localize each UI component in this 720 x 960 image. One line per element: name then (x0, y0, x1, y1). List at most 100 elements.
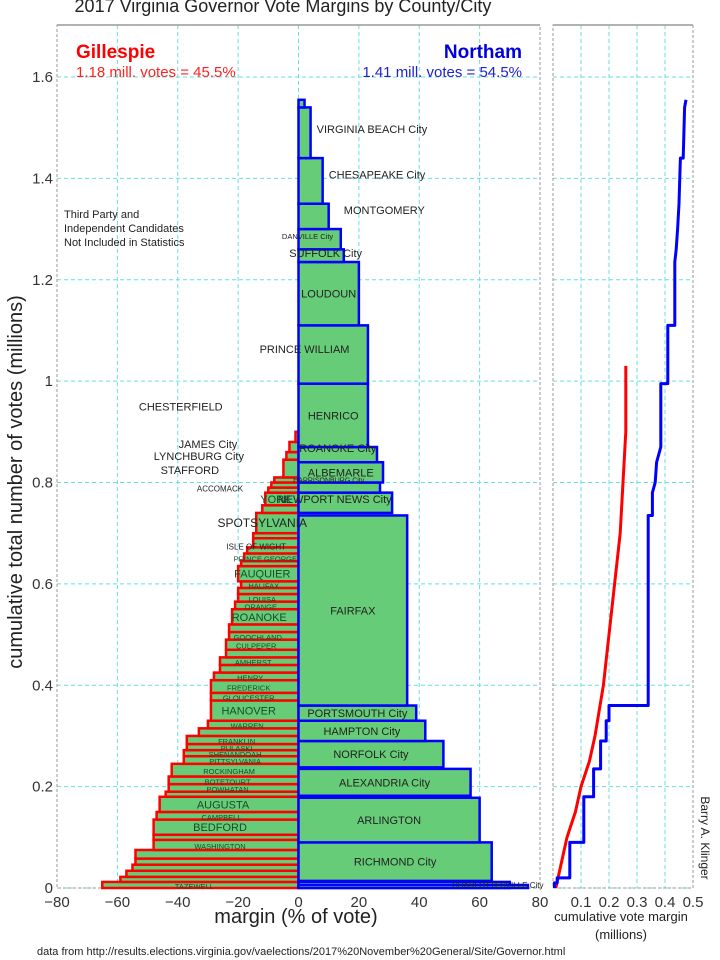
bar-label: LYNCHBURG City (154, 451, 245, 463)
northam-bar (297, 98, 306, 109)
right-x-tick-label: 0.1 (571, 894, 592, 911)
source-text: data from http://results.elections.virgi… (37, 946, 565, 958)
bar-label: FAIRFAX (330, 605, 376, 617)
northam-bar (297, 106, 312, 160)
bar-label: PITTSYLVANIA (209, 757, 261, 766)
bar-label: HANOVER (221, 706, 275, 718)
bar-label: POWHATAN (206, 785, 248, 794)
right-x-tick-label: 0.3 (627, 894, 648, 911)
x-tick-label: 0 (294, 894, 302, 911)
chart-title: 2017 Virginia Governor Vote Margins by C… (75, 0, 492, 16)
bar-label: HAMPTON City (323, 726, 400, 738)
legend-gillespie-name: Gillespie (76, 42, 155, 63)
y-tick-label: 0.8 (32, 475, 53, 492)
y-tick-label: 1.6 (32, 69, 53, 86)
bar-label: PORTSMOUTH City (307, 708, 408, 720)
bar-label: HALIFAX (248, 582, 279, 591)
bar-label: ROANOKE (232, 612, 287, 624)
gillespie-bar (282, 458, 300, 479)
y-tick-label: 0.2 (32, 779, 53, 796)
bar-label: LOUISA (249, 595, 277, 604)
bar-label: WARREN (231, 722, 264, 731)
annotation-line-3: Not Included in Statistics (64, 237, 185, 249)
bar-label: CHESAPEAKE City (329, 169, 426, 181)
y-tick-label: 0 (45, 880, 53, 897)
right-x-axis-label-1: cumulative vote margin (554, 909, 688, 924)
y-tick-label: 1.4 (32, 170, 53, 187)
x-axis-label: margin (% of vote) (214, 906, 377, 928)
x-tick-label: 80 (532, 894, 549, 911)
northam-bar (297, 260, 361, 327)
y-tick-label: 0.4 (32, 677, 53, 694)
bar-label: AUGUSTA (197, 799, 250, 811)
x-tick-label: 60 (471, 894, 488, 911)
y-tick-label: 1 (45, 373, 53, 390)
northam-bar (297, 841, 493, 883)
bar-label: WASHINGTON (194, 842, 245, 851)
bar-label: ISLE OF WIGHT (226, 542, 286, 551)
annotation-line-1: Third Party and (64, 209, 139, 221)
bar-label: ROCKINGHAM (203, 767, 255, 776)
bar-label: FREDERICK (227, 684, 270, 693)
bar-label: NEWPORT NEWS City (278, 494, 392, 506)
bar-label: HARRISONBURG City (293, 478, 365, 485)
gillespie-bar (288, 440, 300, 454)
bar-label: CHARLOTTESVILLE City (452, 881, 544, 890)
northam-bar (297, 514, 409, 707)
legend-northam-summary: 1.41 mill. votes = 54.5% (362, 64, 522, 81)
northam-bar (297, 767, 472, 797)
right-ticks: 0.1 0.2 0.3 0.4 0.5 (571, 894, 704, 911)
bar-label: CULPEPER (236, 642, 277, 651)
bar-label: DANVILLE City (282, 232, 334, 241)
northam-bars (297, 98, 530, 890)
bar-label: HENRICO (308, 410, 359, 422)
gillespie-bar (134, 848, 300, 860)
northam-bar (297, 202, 330, 231)
legend-northam-name: Northam (444, 42, 522, 63)
bar-label: ALEXANDRIA City (339, 777, 431, 789)
annotation-line-2: Independent Candidates (64, 223, 184, 235)
northam-bar (297, 883, 530, 890)
northam-bar (297, 156, 324, 205)
cumulative-line-northam (552, 99, 688, 888)
x-tick-label: 20 (351, 894, 368, 911)
right-x-tick-label: 0.4 (655, 894, 676, 911)
right-x-tick-label: 0.2 (599, 894, 620, 911)
bar-label: AMHERST (235, 658, 272, 667)
right-grid (552, 24, 694, 889)
bar-label: ACCOMACK (197, 485, 244, 494)
bar-label: STAFFORD (161, 465, 220, 477)
x-tick-label: −60 (105, 894, 130, 911)
bar-label: PRINCE WILLIAM (260, 344, 350, 356)
bar-label: SHENANDOAH (209, 750, 262, 759)
bar-label: BOTETOURT (205, 777, 251, 786)
bar-label: CAMPBELL (202, 813, 242, 822)
bar-label: ORANGE (245, 602, 278, 611)
right-x-tick-label: 0.5 (683, 894, 704, 911)
bar-label: BEDFORD (193, 822, 247, 834)
bar-label: SUFFOLK City (289, 248, 362, 260)
bar-labels: CHARLOTTESVILLE City RICHMOND City ARLINGT… (139, 124, 544, 891)
northam-bar (297, 796, 481, 844)
bar-label: LOUDOUN (301, 289, 356, 301)
bar-label: NORFOLK City (333, 749, 409, 761)
main-ticks: −80 −60 −40 −20 0 20 40 60 80 0 0.2 0.4 0.6 0.8 1 1.2 1.… (32, 69, 548, 911)
y-axis-label: cumulative total number of votes (millio… (5, 295, 27, 668)
cumulative-line-gillespie (554, 365, 628, 889)
northam-bar (297, 324, 370, 385)
bar-label: HENRY (237, 673, 263, 682)
bar-label: GOOCHLAND (234, 633, 283, 642)
x-tick-label: 40 (411, 894, 428, 911)
northam-bar (297, 739, 445, 769)
bar-label: SPOTSYLVANIA (217, 516, 307, 530)
bar-label: ALBEMARLE (308, 467, 374, 479)
bar-label: YORK (260, 494, 292, 506)
bar-label: GLOUCESTER (223, 694, 275, 703)
right-lines (552, 99, 688, 889)
bar-label: FRANKLIN (218, 737, 255, 746)
bar-label: FAUQUIER (234, 569, 290, 581)
legend-gillespie-summary: 1.18 mill. votes = 45.5% (76, 64, 236, 81)
bar-label: PRINCE GEORGE (234, 554, 297, 563)
bar-label: TAZEWELL (175, 882, 214, 891)
